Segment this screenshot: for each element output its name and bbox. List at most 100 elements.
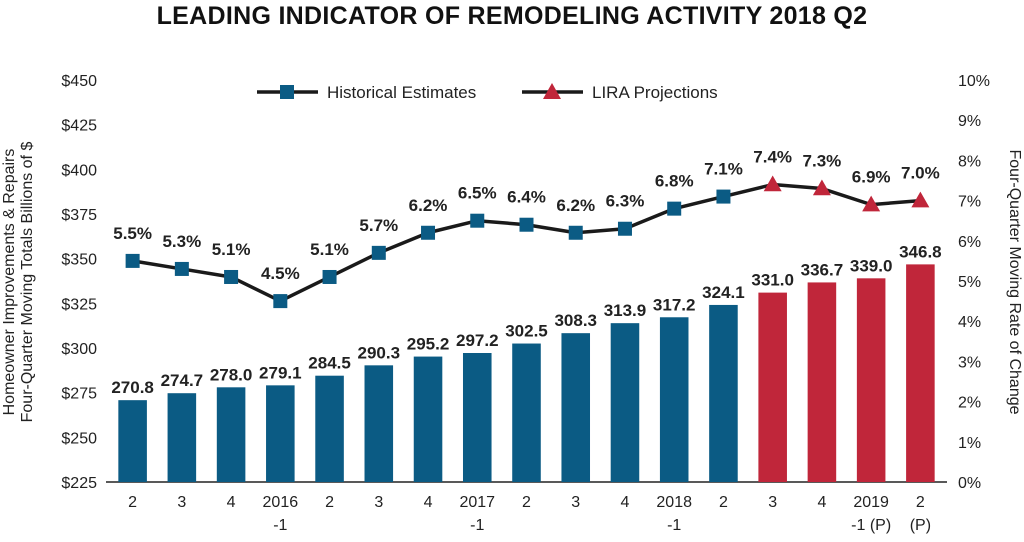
line-value-label: 6.2% bbox=[409, 196, 448, 215]
x-tick-label: 2 bbox=[325, 494, 334, 511]
projection-marker bbox=[812, 179, 831, 196]
x-tick-label-line2: (P) bbox=[910, 517, 931, 534]
historical-marker bbox=[519, 217, 534, 232]
bar-labels-group: 270.8 274.7 278.0 279.1 284.5 290.3 295.2 297.2… bbox=[111, 242, 941, 397]
legend-projection-marker bbox=[543, 83, 561, 99]
x-tick-label: 2 bbox=[522, 494, 531, 511]
projection-marker bbox=[862, 195, 881, 212]
bar-value-label: 346.8 bbox=[899, 242, 942, 261]
x-tick-label: 2016 bbox=[263, 494, 299, 511]
bars-group bbox=[118, 264, 935, 482]
projected-bar bbox=[758, 292, 787, 482]
x-tick-label-line2: -1 bbox=[470, 517, 484, 534]
x-tick-label-line2: -1 bbox=[667, 517, 681, 534]
legend-historical-marker bbox=[280, 85, 294, 99]
axes-group: $225 $250 $275 $300 $325 $350 $375 $400 $425 $450… bbox=[61, 73, 990, 534]
line-value-label: 7.0% bbox=[901, 164, 940, 183]
historical-bar bbox=[610, 323, 640, 482]
historical-bar bbox=[709, 304, 738, 482]
x-tick-label: 2 bbox=[719, 494, 728, 511]
x-tick-label-line2: -1 (P) bbox=[851, 517, 891, 534]
y-right-axis-title: Four-Quarter Moving Rate of Change bbox=[1006, 149, 1023, 414]
y-left-tick-label: $225 bbox=[61, 475, 97, 492]
y-right-tick-label: 8% bbox=[958, 153, 981, 170]
y-left-tick-label: $350 bbox=[61, 252, 97, 269]
x-tick-label: 2017 bbox=[459, 494, 495, 511]
bar-value-label: 302.5 bbox=[505, 322, 548, 341]
bar-value-label: 324.1 bbox=[702, 283, 745, 302]
y-right-tick-label: 7% bbox=[958, 194, 981, 211]
y-right-tick-label: 10% bbox=[958, 73, 990, 90]
line-value-label: 4.5% bbox=[261, 264, 300, 283]
historical-bar bbox=[266, 385, 295, 482]
line-group bbox=[125, 175, 930, 309]
bar-value-label: 279.1 bbox=[259, 363, 302, 382]
line-value-label: 6.9% bbox=[852, 168, 891, 187]
y-right-tick-label: 4% bbox=[958, 314, 981, 331]
historical-marker bbox=[125, 253, 140, 268]
historical-bar bbox=[118, 400, 147, 482]
y-right-tick-label: 5% bbox=[958, 274, 981, 291]
y-right-tick-label: 6% bbox=[958, 234, 981, 251]
bar-value-label: 284.5 bbox=[308, 354, 351, 373]
bar-value-label: 270.8 bbox=[111, 378, 154, 397]
line-value-label: 7.4% bbox=[753, 148, 792, 167]
y-left-axis-title-line1: Homeowner Improvements & Repairs bbox=[1, 149, 18, 416]
historical-marker bbox=[174, 261, 189, 276]
historical-bar bbox=[315, 375, 344, 482]
historical-marker bbox=[470, 213, 485, 228]
bar-value-label: 278.0 bbox=[210, 365, 253, 384]
y-right-tick-label: 3% bbox=[958, 354, 981, 371]
bar-value-label: 331.0 bbox=[751, 271, 794, 290]
legend-projection-label: LIRA Projections bbox=[592, 83, 718, 102]
x-tick-label: 2018 bbox=[656, 494, 692, 511]
historical-marker bbox=[273, 294, 288, 309]
historical-bar bbox=[167, 393, 197, 482]
historical-bar bbox=[659, 317, 689, 482]
historical-marker bbox=[617, 221, 632, 236]
x-tick-label: 3 bbox=[571, 494, 580, 511]
y-left-tick-label: $300 bbox=[61, 341, 97, 358]
y-left-tick-label: $425 bbox=[61, 118, 97, 135]
x-tick-label-line2: -1 bbox=[273, 517, 287, 534]
historical-marker bbox=[667, 201, 682, 216]
y-left-tick-label: $250 bbox=[61, 430, 97, 447]
line-value-label: 5.5% bbox=[113, 224, 152, 243]
projected-bar bbox=[807, 282, 837, 482]
line-value-label: 5.7% bbox=[359, 216, 398, 235]
line-value-label: 6.4% bbox=[507, 188, 546, 207]
x-tick-label: 4 bbox=[817, 494, 826, 511]
historical-marker bbox=[224, 269, 239, 284]
line-value-label: 6.3% bbox=[606, 192, 645, 211]
historical-marker bbox=[716, 189, 731, 204]
line-value-label: 6.2% bbox=[556, 196, 595, 215]
historical-marker bbox=[371, 245, 386, 260]
x-tick-label: 2019 bbox=[853, 494, 889, 511]
line-labels-group: 5.5% 5.3% 5.1% 4.5% 5.1% 5.7% 6.2% 6.5% 6.4% 6.2%… bbox=[113, 148, 940, 284]
line-value-label: 7.1% bbox=[704, 160, 743, 179]
historical-marker bbox=[568, 225, 583, 240]
x-tick-label: 2 bbox=[916, 494, 925, 511]
y-left-tick-label: $450 bbox=[61, 73, 97, 90]
projection-marker bbox=[763, 175, 782, 192]
y-left-axis-title-line2: Four-Quarter Moving Totals Billions of $ bbox=[19, 142, 36, 423]
legend-historical-label: Historical Estimates bbox=[327, 83, 476, 102]
bar-value-label: 308.3 bbox=[554, 311, 597, 330]
historical-bar bbox=[413, 356, 443, 482]
projected-bar bbox=[856, 278, 886, 482]
bar-value-label: 274.7 bbox=[161, 371, 204, 390]
y-left-tick-label: $325 bbox=[61, 296, 97, 313]
x-tick-label: 4 bbox=[227, 494, 236, 511]
bar-value-label: 313.9 bbox=[604, 301, 647, 320]
y-right-tick-label: 2% bbox=[958, 395, 981, 412]
y-left-tick-label: $400 bbox=[61, 162, 97, 179]
line-value-label: 5.1% bbox=[310, 240, 349, 259]
line-value-label: 5.3% bbox=[162, 232, 201, 251]
historical-bar bbox=[561, 333, 591, 482]
x-tick-label: 3 bbox=[768, 494, 777, 511]
historical-marker bbox=[421, 225, 436, 240]
y-left-tick-label: $275 bbox=[61, 386, 97, 403]
line-value-label: 6.5% bbox=[458, 184, 497, 203]
bar-value-label: 297.2 bbox=[456, 331, 499, 350]
chart-title: LEADING INDICATOR OF REMODELING ACTIVITY… bbox=[156, 2, 868, 30]
